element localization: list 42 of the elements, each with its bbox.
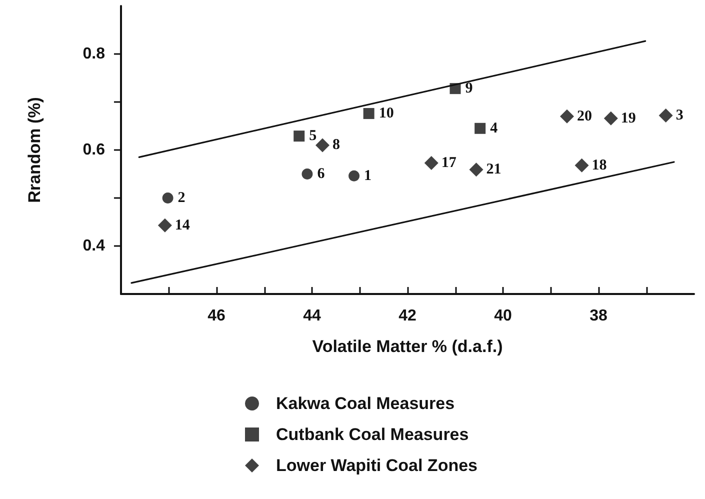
annotation: 6 xyxy=(317,166,326,182)
point xyxy=(302,168,313,180)
point xyxy=(348,170,360,182)
annotation: 20 xyxy=(576,108,592,124)
y-tick-label: 0.8 xyxy=(82,46,106,62)
point xyxy=(158,218,172,232)
x-tick-label: 40 xyxy=(494,308,512,324)
x-tick-label: 46 xyxy=(208,308,226,324)
annotation: 1 xyxy=(364,168,372,184)
point xyxy=(316,138,330,152)
y-axis-title: Rrandom (%) xyxy=(25,97,44,203)
legend-label: Kakwa Coal Measures xyxy=(276,394,455,413)
x-tick-label: 38 xyxy=(590,308,608,324)
point xyxy=(162,192,174,204)
point xyxy=(560,109,574,124)
annotation: 9 xyxy=(465,80,473,97)
legend-label: Cutbank Coal Measures xyxy=(276,425,469,444)
x-axis-title: Volatile Matter % (d.a.f.) xyxy=(312,337,503,356)
point xyxy=(294,130,305,142)
y-tick-label: 0.4 xyxy=(82,238,106,254)
point xyxy=(474,122,486,134)
point xyxy=(574,158,589,172)
point xyxy=(469,162,484,177)
annotation: 8 xyxy=(332,137,340,154)
annotation: 2 xyxy=(178,190,186,206)
annotation: 18 xyxy=(592,157,607,174)
point xyxy=(363,108,374,120)
annotation: 4 xyxy=(490,120,498,136)
point xyxy=(604,111,618,126)
point xyxy=(424,156,438,170)
x-tick-label: 42 xyxy=(398,308,416,324)
annotation: 17 xyxy=(441,154,457,171)
legend-label: Lower Wapiti Coal Zones xyxy=(276,456,478,475)
annotation: 19 xyxy=(620,110,636,126)
annotation: 14 xyxy=(174,217,190,234)
annotation: 5 xyxy=(309,128,317,144)
y-tick-label: 0.6 xyxy=(82,142,106,158)
x-tick-label: 44 xyxy=(303,308,321,324)
point xyxy=(658,108,673,122)
annotation: 10 xyxy=(378,106,394,122)
annotation: 3 xyxy=(676,107,684,124)
annotation: 21 xyxy=(486,162,502,178)
